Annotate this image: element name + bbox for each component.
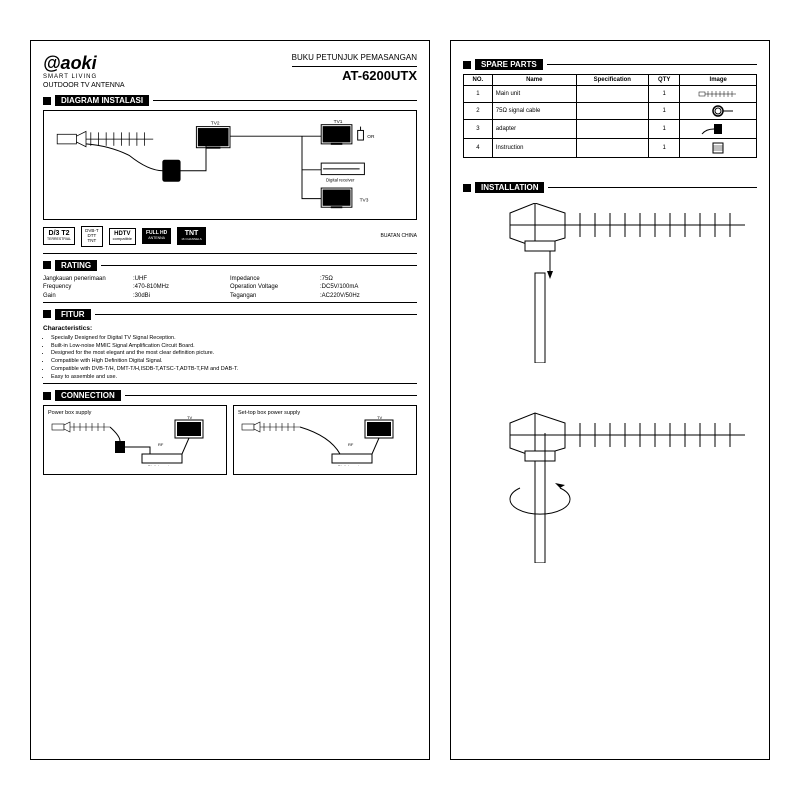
header-right: BUKU PETUNJUK PEMASANGAN AT-6200UTX: [292, 53, 417, 83]
svg-text:TV3: TV3: [360, 197, 369, 203]
svg-text:TV: TV: [377, 416, 382, 420]
section-rating: RATING: [43, 260, 417, 271]
logo-hdtv: HDTVcompatible: [109, 228, 136, 245]
spare-parts-table: NO. Name Specification QTY Image 1Main u…: [463, 74, 757, 158]
diagram-instalasi-figure: TV2 TV1 OR Digital re: [43, 110, 417, 220]
header: @aoki SMART LIVING OUTDOOR TV ANTENNA BU…: [43, 53, 417, 89]
svg-text:TV: TV: [187, 416, 192, 420]
manual-title: BUKU PETUNJUK PEMASANGAN: [292, 53, 417, 62]
connection-diagrams: Power box supply TV RF: [43, 405, 417, 475]
svg-text:RF: RF: [158, 442, 164, 447]
logo-dvbt-dtt-tnt: DVB-TDTTTNT: [81, 226, 103, 247]
brand-block: @aoki SMART LIVING OUTDOOR TV ANTENNA: [43, 53, 125, 89]
booklet-icon: [698, 141, 738, 155]
installation-figures: [463, 203, 757, 563]
section-diagram-instalasi: DIAGRAM INSTALASI: [43, 95, 417, 106]
section-fitur: FITUR: [43, 309, 417, 320]
installation-step-2: [463, 393, 757, 563]
section-spare-parts: SPARE PARTS: [463, 59, 757, 70]
svg-text:Digital receiver: Digital receiver: [326, 177, 355, 182]
logo-fullhd: FULL HDANTENNA: [142, 228, 171, 244]
table-row: 275Ω signal cable1: [464, 103, 757, 120]
table-row: 1Main unit1: [464, 86, 757, 103]
svg-text:OR: OR: [367, 134, 375, 140]
table-row: 3adapter1: [464, 120, 757, 139]
installation-step-1: [463, 203, 757, 363]
product-type: OUTDOOR TV ANTENNA: [43, 82, 125, 89]
label-tv2: TV2: [211, 121, 220, 127]
svg-text:Digital receiver: Digital receiver: [338, 464, 365, 466]
compatibility-logos: D/3 T2TERRESTRIAL DVB-TDTTTNT HDTVcompat…: [43, 226, 417, 247]
made-in: BUATAN CHINA: [381, 233, 417, 239]
svg-text:TV1: TV1: [334, 119, 343, 125]
logo-tnt: TNT16 CHANNELS: [177, 227, 206, 245]
brand-tagline: SMART LIVING: [43, 74, 125, 80]
connection-settop-box: Set-top box power supply TV RF Digital r: [233, 405, 417, 475]
section-connection: CONNECTION: [43, 390, 417, 401]
rating-specs: Jangkauan penerimaan:UHF Frequency:470-8…: [43, 275, 417, 300]
model-number: AT-6200UTX: [292, 68, 417, 83]
svg-text:Digital receiver: Digital receiver: [148, 464, 175, 466]
adapter-icon: [698, 122, 738, 136]
logo-dvb-t2: D/3 T2TERRESTRIAL: [43, 227, 75, 245]
antenna-icon: [698, 88, 738, 100]
manual-page-right: SPARE PARTS NO. Name Specification QTY I…: [450, 40, 770, 760]
section-installation: INSTALLATION: [463, 182, 757, 193]
svg-text:RF: RF: [348, 442, 354, 447]
connection-power-box: Power box supply TV RF: [43, 405, 227, 475]
brand-logo: @aoki: [43, 53, 125, 74]
features-block: Characteristics: Specially Designed for …: [43, 324, 417, 381]
cable-icon: [698, 105, 738, 117]
manual-page-left: @aoki SMART LIVING OUTDOOR TV ANTENNA BU…: [30, 40, 430, 760]
table-row: 4Instruction1: [464, 139, 757, 158]
